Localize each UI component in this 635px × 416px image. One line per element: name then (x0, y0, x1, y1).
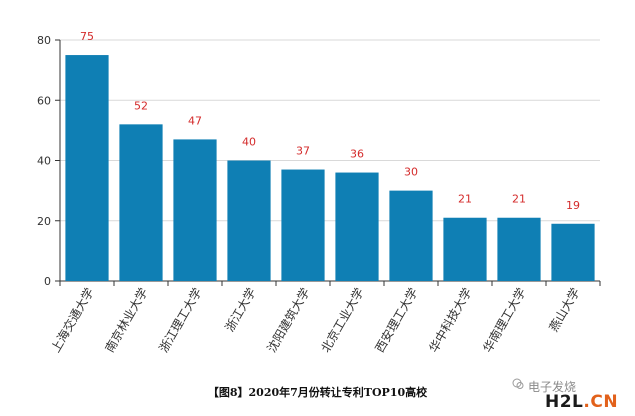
x-tick-label: 燕山大学 (546, 285, 583, 334)
bar (389, 190, 433, 281)
data-label: 21 (458, 193, 472, 206)
y-tick-label: 0 (44, 275, 51, 288)
x-tick-label: 南京林业大学 (102, 285, 151, 355)
data-label: 52 (134, 99, 148, 112)
data-label: 37 (296, 145, 310, 158)
x-tick-label: 浙江理工大学 (156, 285, 205, 355)
bar (497, 217, 541, 281)
x-tick-label: 西安理工大学 (372, 285, 421, 355)
bar (173, 139, 217, 281)
data-label: 36 (350, 148, 364, 161)
bar (119, 124, 163, 281)
chart-caption: 【图8】2020年7月份转让专利TOP10高校 (207, 386, 428, 399)
bar (443, 217, 487, 281)
x-tick-label: 沈阳建筑大学 (264, 285, 313, 355)
x-tick-label: 北京工业大学 (318, 285, 367, 355)
data-label: 30 (404, 166, 418, 179)
y-tick-label: 20 (37, 215, 51, 228)
bar (281, 169, 325, 281)
x-tick-label: 浙江大学 (222, 285, 259, 334)
data-label: 19 (566, 199, 580, 212)
data-label: 21 (512, 193, 526, 206)
data-label: 47 (188, 114, 202, 127)
watermark-text: 电子发烧 (528, 380, 577, 394)
wechat-icon (512, 378, 524, 389)
data-label: 40 (242, 136, 256, 149)
bar (227, 160, 271, 281)
watermark-logo: H2L.CN (545, 392, 619, 412)
bar (65, 55, 109, 281)
y-tick-label: 60 (37, 94, 51, 107)
bar-chart: 0 20 40 60 80 75 上海交通大学 52 南京林业大学 47 浙江理工大学 40 浙江大学 3… (37, 30, 601, 355)
data-label: 75 (80, 30, 94, 43)
x-tick-label: 上海交通大学 (48, 285, 97, 355)
bar (551, 223, 595, 281)
y-tick-label: 80 (37, 34, 51, 47)
x-tick-label: 华中科技大学 (426, 285, 475, 355)
x-tick-label: 华南理工大学 (480, 285, 529, 355)
bar (335, 172, 379, 281)
y-tick-label: 40 (37, 155, 51, 168)
